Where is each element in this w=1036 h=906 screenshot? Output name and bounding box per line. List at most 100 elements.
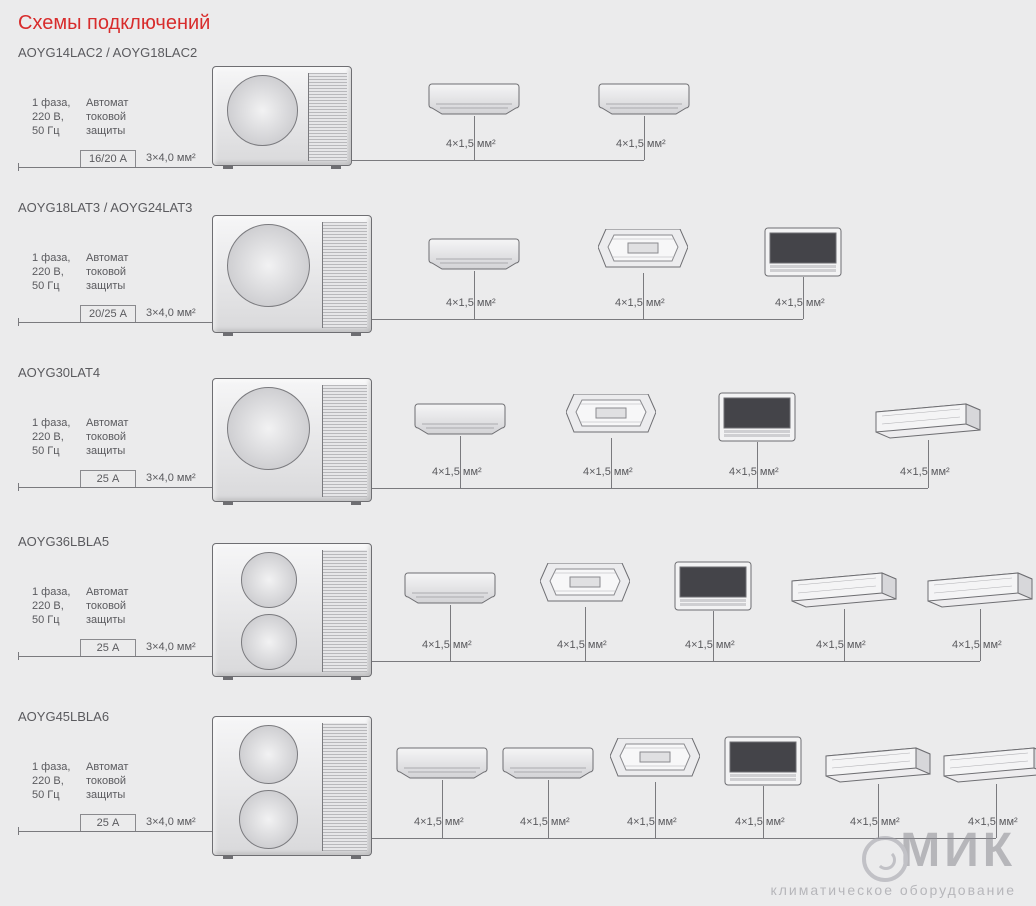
unit-cable-label: 4×1,5 мм² — [627, 816, 677, 828]
scheme-2: AOYG30LAT4 1 фаза, 220 В, 50 Гц Автомат то… — [18, 365, 1018, 520]
power-spec: 1 фаза, 220 В, 50 Гц — [32, 416, 70, 458]
unit-cable-label: 4×1,5 мм² — [557, 639, 607, 651]
outdoor-unit-icon — [212, 66, 352, 166]
scheme-row: 1 фаза, 220 В, 50 Гц Автомат токовой защи… — [18, 66, 1018, 186]
drop-line — [844, 609, 845, 661]
model-label: AOYG36LBLA5 — [18, 534, 1018, 549]
unit-cable-label: 4×1,5 мм² — [900, 466, 950, 478]
outdoor-unit-icon — [212, 215, 372, 333]
breaker-label: Автомат токовой защиты — [86, 96, 136, 138]
drop-line — [548, 780, 549, 838]
duct-unit-icon — [824, 746, 932, 784]
scheme-row: 1 фаза, 220 В, 50 Гц Автомат токовой защи… — [18, 555, 1018, 695]
power-line — [18, 167, 212, 168]
wall-unit-icon — [396, 746, 488, 780]
watermark-text-small: климатическое оборудование — [770, 882, 1016, 898]
model-label: AOYG45LBLA6 — [18, 709, 1018, 724]
duct-unit-icon — [942, 746, 1036, 784]
outdoor-unit-icon — [212, 543, 372, 677]
unit-cable-label: 4×1,5 мм² — [520, 816, 570, 828]
drop-line — [928, 440, 929, 488]
cassette-unit-icon — [598, 229, 688, 273]
duct-unit-icon — [874, 402, 982, 440]
fan-icon — [227, 387, 310, 470]
scheme-3: AOYG36LBLA5 1 фаза, 220 В, 50 Гц Автомат т… — [18, 534, 1018, 695]
floor-unit-icon — [724, 736, 802, 786]
fan-icon — [239, 790, 298, 849]
bus-line — [372, 319, 803, 320]
floor-unit-icon — [674, 561, 752, 611]
fan-icon — [227, 224, 310, 307]
wall-unit-icon — [428, 237, 520, 271]
power-line — [18, 831, 212, 832]
page-root: Схемы подключений AOYG14LAC2 / AOYG18LAC… — [0, 0, 1036, 906]
duct-unit-icon — [790, 571, 898, 609]
drop-line — [757, 442, 758, 488]
main-cable-label: 3×4,0 мм² — [146, 307, 196, 319]
main-cable-label: 3×4,0 мм² — [146, 472, 196, 484]
fan-icon — [239, 725, 298, 784]
power-spec: 1 фаза, 220 В, 50 Гц — [32, 251, 70, 293]
power-line — [18, 322, 212, 323]
unit-cable-label: 4×1,5 мм² — [432, 466, 482, 478]
cassette-unit-icon — [610, 738, 700, 782]
breaker-label: Автомат токовой защиты — [86, 585, 136, 627]
unit-cable-label: 4×1,5 мм² — [685, 639, 735, 651]
unit-cable-label: 4×1,5 мм² — [952, 639, 1002, 651]
scheme-0: AOYG14LAC2 / AOYG18LAC2 1 фаза, 220 В, 50… — [18, 45, 1018, 186]
breaker-box: 25 А — [80, 639, 136, 657]
breaker-label: Автомат токовой защиты — [86, 251, 136, 293]
breaker-box: 20/25 А — [80, 305, 136, 323]
unit-cable-label: 4×1,5 мм² — [775, 297, 825, 309]
watermark: МИК климатическое оборудование — [770, 823, 1016, 898]
bus-line — [352, 160, 644, 161]
fan-icon — [241, 614, 297, 670]
scheme-1: AOYG18LAT3 / AOYG24LAT31 фаза, 220 В, 50… — [18, 200, 1018, 351]
outdoor-unit-icon — [212, 716, 372, 856]
model-label: AOYG14LAC2 / AOYG18LAC2 — [18, 45, 1018, 60]
floor-unit-icon — [764, 227, 842, 277]
unit-cable-label: 4×1,5 мм² — [816, 639, 866, 651]
power-spec: 1 фаза, 220 В, 50 Гц — [32, 760, 70, 802]
power-spec: 1 фаза, 220 В, 50 Гц — [32, 96, 70, 138]
fan-icon — [241, 552, 297, 608]
power-spec: 1 фаза, 220 В, 50 Гц — [32, 585, 70, 627]
bus-line — [372, 661, 980, 662]
watermark-logo-icon — [862, 836, 908, 882]
unit-cable-label: 4×1,5 мм² — [422, 639, 472, 651]
power-line — [18, 656, 212, 657]
breaker-box: 25 А — [80, 814, 136, 832]
drop-line — [763, 786, 764, 838]
drop-line — [460, 436, 461, 488]
breaker-label: Автомат токовой защиты — [86, 416, 136, 458]
wall-unit-icon — [428, 82, 520, 116]
unit-cable-label: 4×1,5 мм² — [729, 466, 779, 478]
unit-cable-label: 4×1,5 мм² — [616, 138, 666, 150]
unit-cable-label: 4×1,5 мм² — [583, 466, 633, 478]
drop-line — [442, 780, 443, 838]
drop-line — [585, 607, 586, 661]
scheme-row: 1 фаза, 220 В, 50 Гц Автомат токовой защи… — [18, 221, 1018, 351]
drop-line — [655, 782, 656, 838]
cassette-unit-icon — [566, 394, 656, 438]
breaker-label: Автомат токовой защиты — [86, 760, 136, 802]
wall-unit-icon — [404, 571, 496, 605]
drop-line — [643, 273, 644, 319]
duct-unit-icon — [926, 571, 1034, 609]
unit-cable-label: 4×1,5 мм² — [615, 297, 665, 309]
model-label: AOYG30LAT4 — [18, 365, 1018, 380]
main-cable-label: 3×4,0 мм² — [146, 816, 196, 828]
bus-line — [372, 488, 928, 489]
wall-unit-icon — [598, 82, 690, 116]
unit-cable-label: 4×1,5 мм² — [446, 138, 496, 150]
drop-line — [474, 271, 475, 319]
drop-line — [611, 438, 612, 488]
page-title: Схемы подключений — [18, 12, 1018, 35]
scheme-row: 1 фаза, 220 В, 50 Гц Автомат токовой защи… — [18, 386, 1018, 520]
cassette-unit-icon — [540, 563, 630, 607]
power-line — [18, 487, 212, 488]
drop-line — [713, 611, 714, 661]
watermark-text-big: МИК — [900, 824, 1016, 877]
main-cable-label: 3×4,0 мм² — [146, 641, 196, 653]
unit-cable-label: 4×1,5 мм² — [414, 816, 464, 828]
